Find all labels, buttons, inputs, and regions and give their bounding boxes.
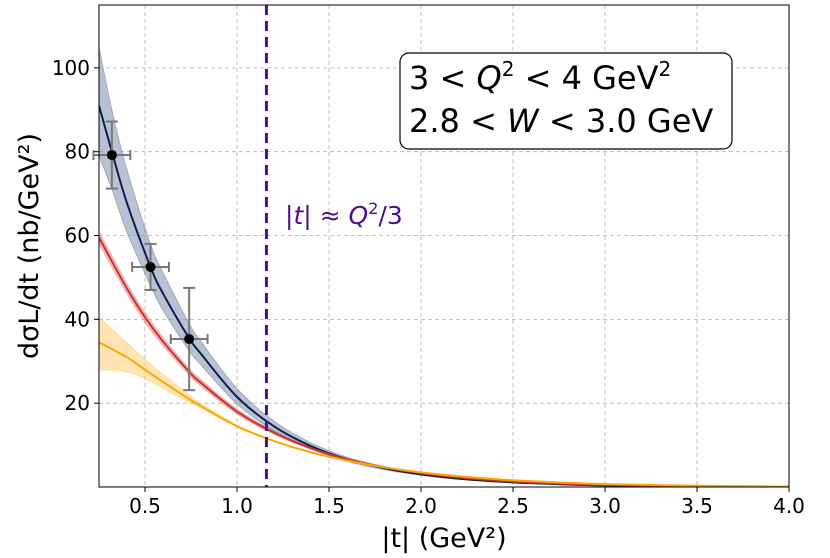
info-w-range: 2.8 < W < 3.0 GeV — [409, 102, 713, 140]
y-axis-label: dσL/dt (nb/GeV²) — [14, 133, 45, 359]
x-tick-label: 3.0 — [589, 494, 621, 518]
x-tick-label: 2.0 — [405, 494, 437, 518]
data-point — [184, 334, 195, 345]
red-model-band — [99, 231, 789, 487]
x-tick-label: 1.5 — [313, 494, 345, 518]
x-tick-label: 1.0 — [221, 494, 253, 518]
y-tick-label: 100 — [52, 56, 90, 80]
x-tick-label: 0.5 — [129, 494, 161, 518]
data-points — [92, 120, 209, 392]
x-tick-label: 3.5 — [681, 494, 713, 518]
data-point — [106, 150, 117, 161]
vertical-marker-label: |t| ≈ Q2/3 — [285, 199, 403, 230]
axis-ticks: 0.5 1.0 1.5 2.0 2.5 3.0 3.5 4.0 20 40 60 80 100 — [52, 56, 805, 518]
info-q2-range: 3 < Q2 < 4 GeV2 — [409, 57, 671, 97]
data-point — [145, 261, 156, 272]
y-tick-label: 40 — [65, 307, 90, 331]
y-tick-label: 80 — [65, 140, 90, 164]
info-box: 3 < Q2 < 4 GeV2 2.8 < W < 3.0 GeV — [399, 52, 733, 150]
x-axis-label: |t| (GeV²) — [381, 523, 506, 554]
plot-frame — [98, 4, 790, 488]
y-tick-label: 20 — [65, 391, 90, 415]
x-tick-label: 4.0 — [773, 494, 805, 518]
y-tick-label: 60 — [65, 224, 90, 248]
orange-model-line — [99, 341, 789, 487]
navy-model-band — [99, 46, 789, 487]
x-tick-label: 2.5 — [497, 494, 529, 518]
info-box-frame — [399, 52, 733, 150]
